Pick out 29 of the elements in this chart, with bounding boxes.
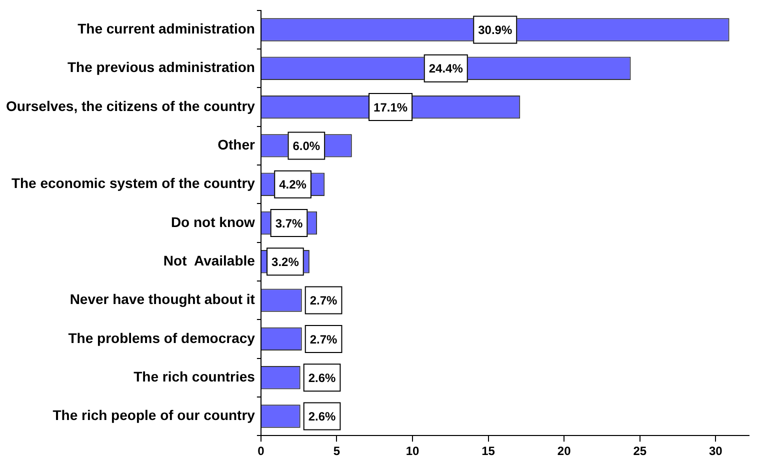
data-label: 3.2%	[272, 254, 300, 269]
data-label: 3.7%	[275, 216, 303, 230]
x-tick-label: 0	[258, 444, 265, 458]
x-tick-label: 5	[333, 444, 340, 458]
y-tick-label: Never have thought about it	[70, 291, 256, 308]
x-tick-label: 20	[557, 444, 572, 458]
y-tick-label: Not Available	[163, 252, 256, 269]
data-label: 30.9%	[478, 23, 512, 38]
data-label: 2.7%	[310, 332, 338, 346]
y-tick-label: The rich people of our country	[52, 407, 256, 424]
y-tick-label: The economic system of the country	[11, 175, 256, 192]
data-label: 17.1%	[374, 100, 408, 114]
data-label: 2.7%	[310, 294, 338, 308]
x-tick-label: 30	[708, 444, 723, 458]
y-tick-label: Other	[218, 136, 256, 153]
data-label: 4.2%	[279, 178, 307, 192]
x-tick-label: 10	[406, 444, 420, 458]
y-tick-label: The problems of democracy	[68, 330, 256, 346]
y-tick-label: The previous administration	[67, 59, 255, 76]
y-tick-label: Ourselves, the citizens of the country	[6, 98, 256, 114]
data-label: 2.6%	[308, 370, 336, 385]
x-tick-label: 25	[633, 444, 647, 458]
x-tick-label: 15	[482, 444, 496, 458]
data-label: 6.0%	[292, 139, 320, 154]
y-tick-label: The current administration	[78, 20, 255, 37]
data-label: 24.4%	[428, 62, 464, 76]
data-label: 2.6%	[308, 410, 336, 424]
y-tick-label: The rich countries	[134, 368, 256, 384]
y-tick-label: Do not know	[170, 214, 256, 230]
